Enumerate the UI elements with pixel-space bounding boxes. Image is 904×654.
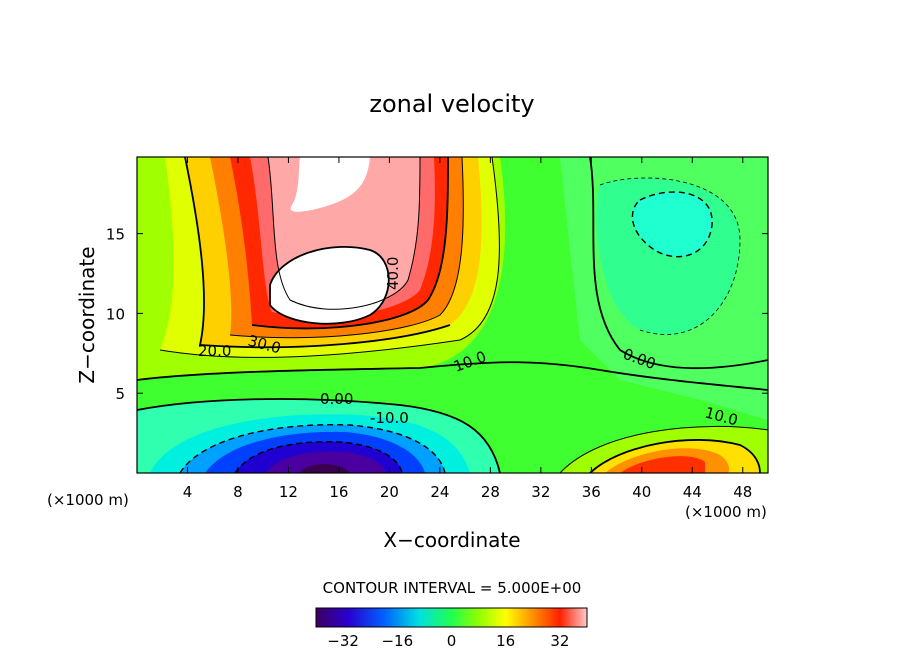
contour-label: -10.0 xyxy=(370,409,409,427)
x-tick-label: 36 xyxy=(582,483,601,501)
x-tick-label: 40 xyxy=(632,483,651,501)
contour-field xyxy=(137,157,768,473)
x-tick-label: 4 xyxy=(183,483,193,501)
colorbar xyxy=(315,607,588,628)
x-units-left: (×1000 m) xyxy=(47,491,129,509)
plot-frame xyxy=(136,156,769,474)
contour-lines xyxy=(137,157,768,473)
y-tick-label: 5 xyxy=(115,385,125,403)
x-tick-label: 48 xyxy=(733,483,752,501)
chart-title: zonal velocity xyxy=(369,90,534,118)
x-tick-label: 24 xyxy=(430,483,449,501)
x-tick-label: 44 xyxy=(683,483,702,501)
x-tick-label: 32 xyxy=(531,483,550,501)
contour-label: 0.00 xyxy=(320,390,353,408)
contour-label: 20.0 xyxy=(198,342,231,360)
colorbar-tick-label: −16 xyxy=(381,632,413,650)
colorbar-tick-label: 0 xyxy=(447,632,457,650)
contour-label: 40.0 xyxy=(384,257,402,290)
y-axis-label: Z−coordinate xyxy=(75,246,99,383)
x-axis-label: X−coordinate xyxy=(383,528,520,552)
y-tick-label: 15 xyxy=(106,226,125,244)
colorbar-ticks: −32 −16 0 16 32 xyxy=(327,632,569,650)
colorbar-tick-label: 32 xyxy=(550,632,569,650)
x-units-right: (×1000 m) xyxy=(685,503,767,521)
x-tick-label: 16 xyxy=(329,483,348,501)
x-tick-label: 28 xyxy=(481,483,500,501)
colorbar-tick-label: −32 xyxy=(327,632,359,650)
x-axis: 4 8 12 16 20 24 28 32 36 40 44 48 xyxy=(183,157,752,501)
colorbar-tick-label: 16 xyxy=(496,632,515,650)
x-tick-label: 8 xyxy=(233,483,243,501)
x-tick-label: 12 xyxy=(279,483,298,501)
y-tick-label: 10 xyxy=(106,305,125,323)
x-tick-label: 20 xyxy=(380,483,399,501)
y-axis: 5 10 15 xyxy=(106,226,768,403)
contour-interval: CONTOUR INTERVAL = 5.000E+00 xyxy=(323,579,582,597)
